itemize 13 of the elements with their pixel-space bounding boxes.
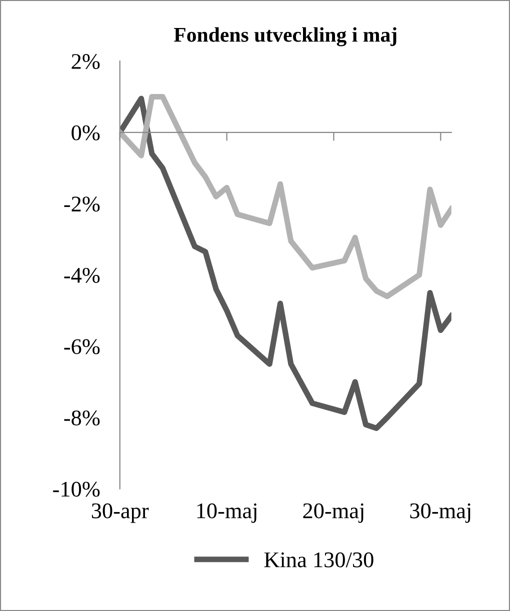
y-tick-label: -8% <box>64 410 100 426</box>
y-tick-label: 0% <box>72 125 100 140</box>
chart-title: Fondens utveckling i maj <box>174 27 396 46</box>
y-tick-label: -4% <box>64 268 100 283</box>
x-tick-label: 30-apr <box>92 503 149 523</box>
y-tick-label: -10% <box>53 482 100 497</box>
x-tick-label: 30-maj <box>410 503 470 523</box>
y-tick-label: 2% <box>72 54 100 70</box>
x-tick-label: 20-maj <box>303 503 364 523</box>
y-tick-label: -6% <box>64 339 100 354</box>
legend-label: Kina 130/30 <box>264 552 374 568</box>
y-tick-label: -2% <box>64 196 100 212</box>
x-tick-label: 10-maj <box>197 503 256 523</box>
